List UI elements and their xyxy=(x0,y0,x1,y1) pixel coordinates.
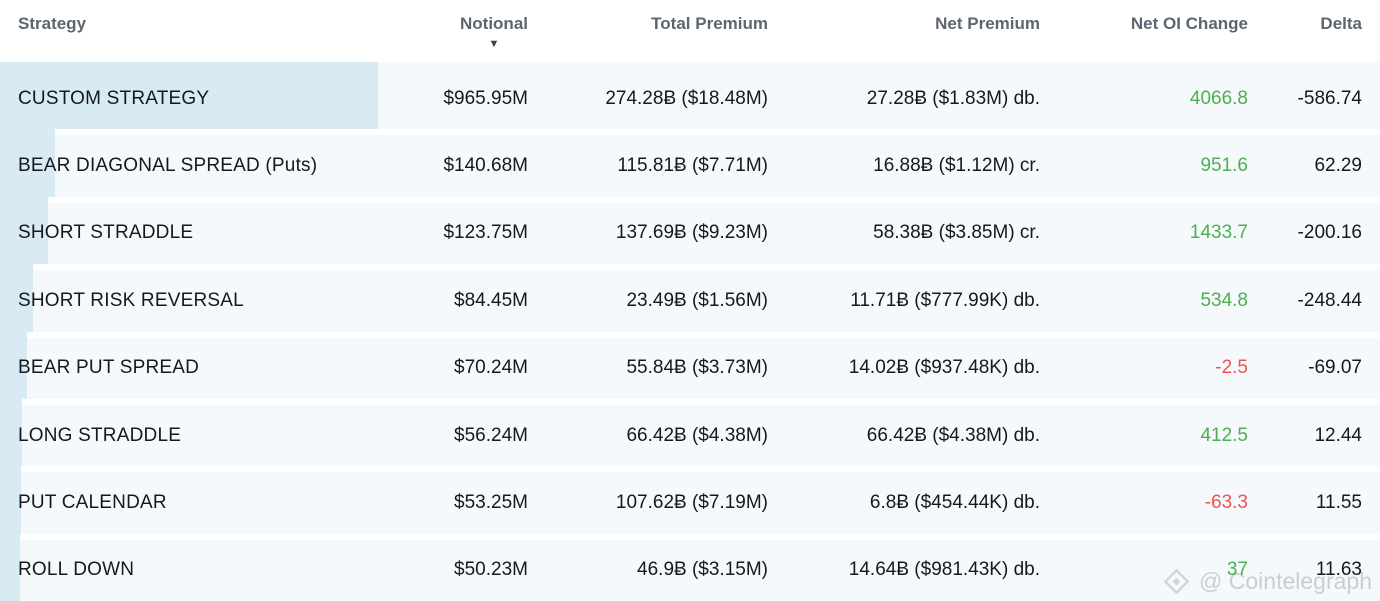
column-header-net-oi-change[interactable]: Net OI Change xyxy=(1040,0,1248,62)
notional-bar xyxy=(0,129,55,197)
table-row[interactable]: BEAR DIAGONAL SPREAD (Puts) $140.68M 115… xyxy=(0,129,1380,197)
column-label: Notional xyxy=(460,14,528,33)
net-premium-cell: 58.38Ƀ ($3.85M) cr. xyxy=(873,222,1040,244)
total-premium-cell: 23.49Ƀ ($1.56M) xyxy=(626,289,768,311)
column-label: Strategy xyxy=(18,14,87,33)
strategy-cell: SHORT STRADDLE xyxy=(18,222,194,244)
total-premium-cell: 55.84Ƀ ($3.73M) xyxy=(626,357,768,379)
notional-cell: $140.68M xyxy=(443,155,528,177)
total-premium-cell: 66.42Ƀ ($4.38M) xyxy=(626,424,768,446)
notional-bar xyxy=(0,331,27,399)
notional-bar xyxy=(0,533,20,601)
table-row[interactable]: SHORT STRADDLE $123.75M 137.69Ƀ ($9.23M)… xyxy=(0,196,1380,265)
delta-cell: -69.07 xyxy=(1308,357,1362,379)
table-body: CUSTOM STRATEGY $965.95M 274.28Ƀ ($18.48… xyxy=(0,62,1380,601)
notional-bar xyxy=(0,466,21,534)
table-row[interactable]: PUT CALENDAR $53.25M 107.62Ƀ ($7.19M) 6.… xyxy=(0,466,1380,534)
strategy-cell: SHORT RISK REVERSAL xyxy=(18,289,244,311)
notional-cell: $56.24M xyxy=(454,424,528,446)
net-oi-change-cell: 37 xyxy=(1226,559,1248,581)
column-header-strategy[interactable]: Strategy xyxy=(0,0,360,62)
net-oi-change-cell: 1433.7 xyxy=(1189,222,1248,244)
table-row[interactable]: SHORT RISK REVERSAL $84.45M 23.49Ƀ ($1.5… xyxy=(0,264,1380,332)
delta-cell: 11.55 xyxy=(1315,491,1362,513)
net-premium-cell: 27.28Ƀ ($1.83M) db. xyxy=(866,87,1040,109)
strategy-cell: BEAR PUT SPREAD xyxy=(18,357,200,379)
delta-cell: 62.29 xyxy=(1314,155,1362,177)
strategy-cell: BEAR DIAGONAL SPREAD (Puts) xyxy=(18,155,318,177)
net-oi-change-cell: 412.5 xyxy=(1200,424,1248,446)
notional-bar xyxy=(0,62,378,130)
notional-bar xyxy=(0,398,22,467)
total-premium-cell: 137.69Ƀ ($9.23M) xyxy=(615,222,768,244)
table-row[interactable]: CUSTOM STRATEGY $965.95M 274.28Ƀ ($18.48… xyxy=(0,62,1380,130)
column-label: Total Premium xyxy=(651,14,768,33)
net-premium-cell: 14.02Ƀ ($937.48K) db. xyxy=(848,357,1040,379)
delta-cell: -200.16 xyxy=(1297,222,1362,244)
net-premium-cell: 14.64Ƀ ($981.43K) db. xyxy=(848,559,1040,581)
notional-cell: $965.95M xyxy=(443,87,528,109)
net-oi-change-cell: -63.3 xyxy=(1204,491,1248,513)
notional-cell: $53.25M xyxy=(454,491,528,513)
table-row[interactable]: ROLL DOWN $50.23M 46.9Ƀ ($3.15M) 14.64Ƀ … xyxy=(0,533,1380,601)
column-header-net-premium[interactable]: Net Premium xyxy=(768,0,1040,62)
column-header-notional[interactable]: Notional ▼ xyxy=(360,0,528,62)
column-label: Net OI Change xyxy=(1130,14,1248,33)
net-premium-cell: 66.42Ƀ ($4.38M) db. xyxy=(866,424,1040,446)
net-oi-change-cell: 951.6 xyxy=(1200,155,1248,177)
notional-bar xyxy=(0,196,48,265)
total-premium-cell: 46.9Ƀ ($3.15M) xyxy=(637,559,768,581)
total-premium-cell: 274.28Ƀ ($18.48M) xyxy=(605,87,768,109)
column-label: Delta xyxy=(1320,14,1362,33)
net-premium-cell: 6.8Ƀ ($454.44K) db. xyxy=(869,491,1040,513)
sort-desc-icon[interactable]: ▼ xyxy=(488,38,500,50)
net-oi-change-cell: 4066.8 xyxy=(1189,87,1248,109)
delta-cell: -586.74 xyxy=(1297,87,1362,109)
notional-cell: $84.45M xyxy=(454,289,528,311)
table-row[interactable]: LONG STRADDLE $56.24M 66.42Ƀ ($4.38M) 66… xyxy=(0,398,1380,467)
column-header-total-premium[interactable]: Total Premium xyxy=(528,0,768,62)
net-oi-change-cell: 534.8 xyxy=(1200,289,1248,311)
table-header: Strategy Notional ▼ Total Premium Net Pr… xyxy=(0,0,1380,62)
column-header-delta[interactable]: Delta xyxy=(1248,0,1380,62)
delta-cell: -248.44 xyxy=(1297,289,1362,311)
delta-cell: 11.63 xyxy=(1315,559,1362,581)
notional-bar xyxy=(0,264,33,332)
notional-cell: $123.75M xyxy=(443,222,528,244)
net-premium-cell: 16.88Ƀ ($1.12M) cr. xyxy=(873,155,1040,177)
net-oi-change-cell: -2.5 xyxy=(1215,357,1248,379)
notional-cell: $70.24M xyxy=(454,357,528,379)
strategy-cell: LONG STRADDLE xyxy=(18,424,182,446)
strategy-cell: PUT CALENDAR xyxy=(18,491,167,513)
net-premium-cell: 11.71Ƀ ($777.99K) db. xyxy=(850,289,1040,311)
notional-cell: $50.23M xyxy=(454,559,528,581)
column-label: Net Premium xyxy=(935,14,1040,33)
delta-cell: 12.44 xyxy=(1314,424,1362,446)
strategy-cell: ROLL DOWN xyxy=(18,559,135,581)
total-premium-cell: 115.81Ƀ ($7.71M) xyxy=(617,155,768,177)
strategy-cell: CUSTOM STRATEGY xyxy=(18,87,210,109)
table-row[interactable]: BEAR PUT SPREAD $70.24M 55.84Ƀ ($3.73M) … xyxy=(0,331,1380,399)
total-premium-cell: 107.62Ƀ ($7.19M) xyxy=(615,491,768,513)
